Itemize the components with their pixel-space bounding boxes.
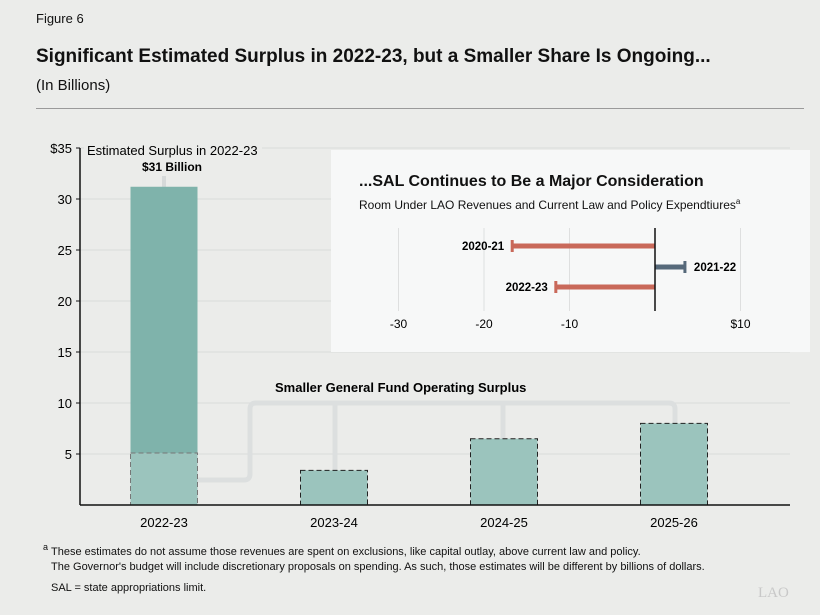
- total-surplus-label: $31 Billion: [142, 160, 202, 174]
- inset-bar-cap: [510, 240, 514, 252]
- divider: [36, 108, 804, 109]
- inset-x-tick-label: -10: [561, 317, 579, 331]
- operating-surplus-label: Smaller General Fund Operating Surplus: [275, 380, 526, 395]
- lao-logo: LAO: [758, 585, 789, 601]
- inset-x-tick-label: -20: [475, 317, 493, 331]
- estimated-surplus-label: Estimated Surplus in 2022-23: [87, 143, 258, 158]
- inset-panel: [331, 150, 810, 352]
- inset-x-tick-label: -30: [390, 317, 408, 331]
- inset-subtitle: Room Under LAO Revenues and Current Law …: [359, 197, 740, 212]
- x-tick-label: 2025-26: [650, 515, 698, 530]
- inset-bar: [555, 284, 655, 290]
- y-tick-label: 20: [58, 294, 72, 309]
- inset-bar-label: 2021-22: [694, 262, 736, 274]
- inset-bar-cap: [554, 281, 558, 293]
- y-tick-label: 15: [58, 345, 72, 360]
- x-tick-label: 2024-25: [480, 515, 528, 530]
- footnote-a-line1: These estimates do not assume those reve…: [51, 546, 641, 558]
- bar-operating-surplus: [470, 438, 538, 506]
- chart-subtitle: (In Billions): [36, 77, 111, 94]
- footnote-sal: SAL = state appropriations limit.: [51, 582, 207, 594]
- figure-label: Figure 6: [36, 11, 84, 26]
- inset-subtitle-text: Room Under LAO Revenues and Current Law …: [359, 198, 736, 212]
- inset-bar-label: 2020-21: [462, 241, 505, 253]
- y-tick-label: $35: [50, 141, 72, 156]
- inset-bar-label: 2022-23: [506, 282, 548, 294]
- y-tick-label: 25: [58, 243, 72, 258]
- bar-operating-surplus: [130, 452, 198, 506]
- footnote-mark: a: [735, 197, 741, 206]
- inset-x-tick-label: $10: [730, 317, 750, 331]
- label-bg: [84, 141, 262, 157]
- y-tick-label: 30: [58, 192, 72, 207]
- chart-title: Significant Estimated Surplus in 2022-23…: [36, 46, 711, 67]
- bar-operating-surplus: [300, 469, 368, 506]
- footnote-mark: a: [43, 542, 49, 552]
- bar-total-surplus: [130, 186, 198, 505]
- footnote-a-line2: The Governor's budget will include discr…: [51, 561, 705, 573]
- x-tick-label: 2023-24: [310, 515, 358, 530]
- inset-bar-cap: [683, 261, 687, 273]
- inset-bar: [512, 243, 655, 249]
- y-tick-label: 5: [65, 447, 72, 462]
- inset-bar: [655, 264, 685, 270]
- x-tick-label: 2022-23: [140, 515, 188, 530]
- bar-operating-surplus: [640, 422, 708, 506]
- connector-line: [198, 400, 678, 483]
- inset-title: ...SAL Continues to Be a Major Considera…: [359, 173, 704, 190]
- y-tick-label: 10: [58, 396, 72, 411]
